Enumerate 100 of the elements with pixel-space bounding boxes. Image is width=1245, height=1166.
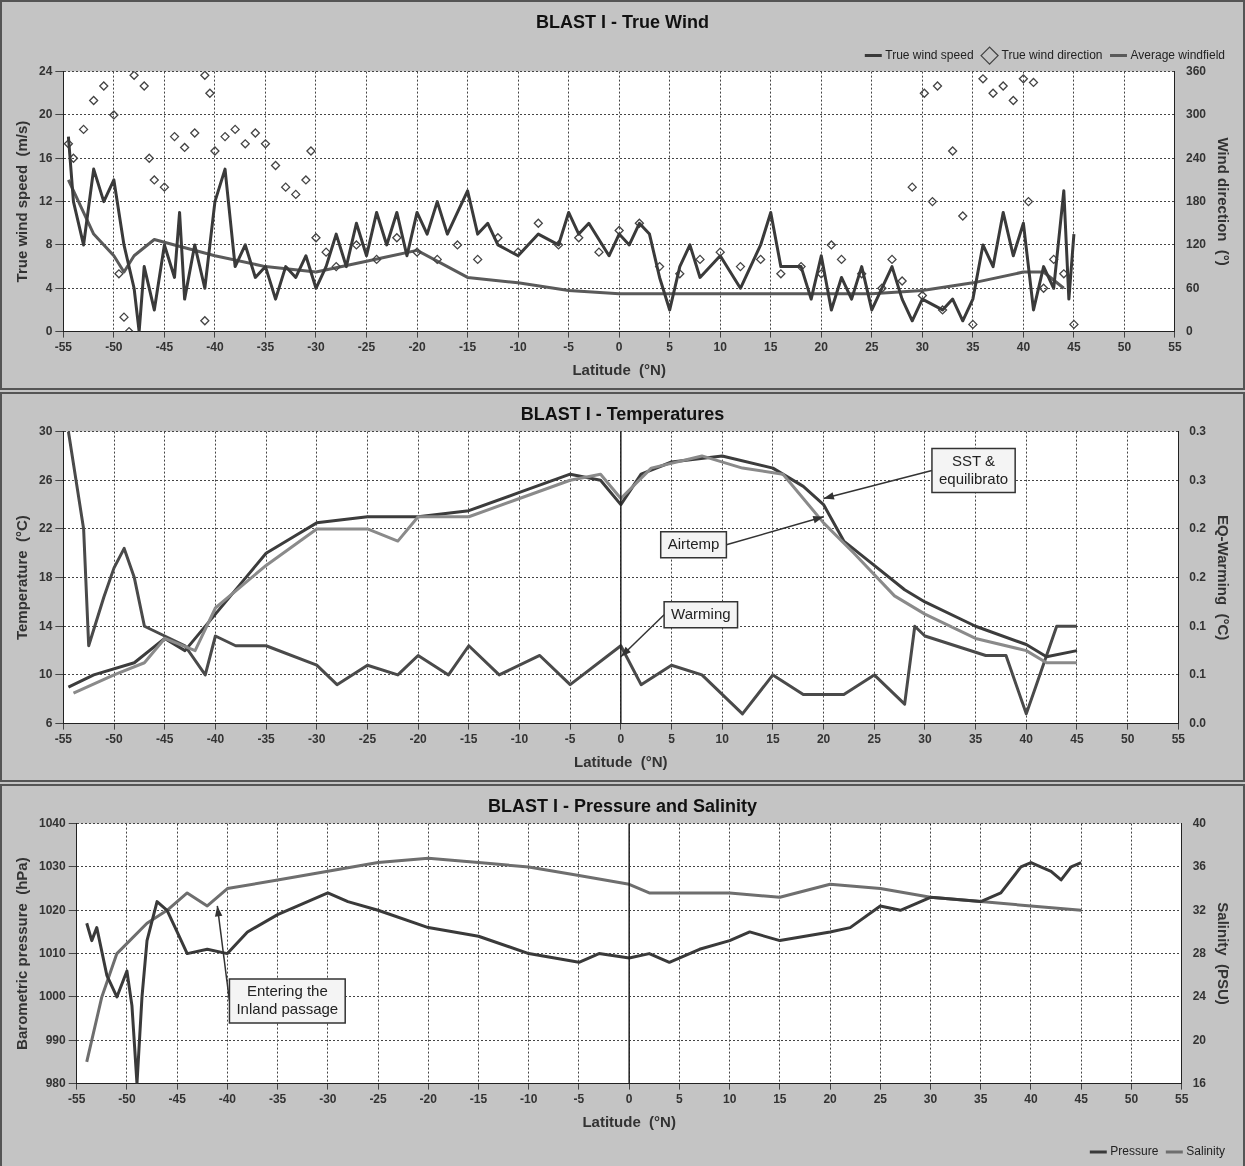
x-tick-label: 40 (1019, 732, 1034, 747)
x-tick-label: -45 (156, 732, 174, 747)
y-tick-label: 20 (38, 107, 53, 122)
y-tick-label: 26 (38, 472, 53, 487)
x-tick-label: -5 (564, 732, 576, 747)
y-tick-label: 4 (45, 280, 53, 295)
x-tick-label: 15 (766, 732, 780, 747)
y2-tick-label: 0.0 (1189, 715, 1207, 730)
x-tick-label: 35 (966, 340, 980, 355)
x-tick-label: 20 (814, 340, 829, 355)
x-tick-label: 40 (1024, 1092, 1038, 1107)
x-tick-label: -50 (105, 732, 124, 747)
x-tick-label: -15 (458, 340, 477, 355)
y-axis-title: True wind speed (m/s) (13, 120, 31, 283)
y2-tick-label: 36 (1192, 859, 1207, 874)
x-tick-label: -55 (54, 340, 73, 355)
x-tick-label: -15 (469, 1092, 488, 1107)
x-tick-label: 50 (1120, 732, 1135, 747)
x-axis-title: Latitude (°N) (582, 1113, 676, 1131)
legend-label: True wind direction (1001, 47, 1103, 62)
x-tick-label: 5 (666, 340, 674, 355)
x-tick-label: -15 (460, 732, 478, 747)
chart-title: BLAST I - Pressure and Salinity (487, 795, 758, 816)
y2-axis-title: Salinity (PSU) (1214, 902, 1232, 1005)
x-tick-label: 30 (915, 340, 930, 355)
x-tick-label: -35 (268, 1092, 287, 1107)
x-tick-label: 15 (773, 1092, 787, 1107)
y2-tick-label: 0.1 (1189, 618, 1207, 633)
x-tick-label: -10 (509, 340, 528, 355)
y-tick-label: 10 (38, 667, 53, 682)
x-tick-label: 50 (1124, 1092, 1139, 1107)
x-tick-label: 25 (873, 1092, 888, 1107)
x-tick-label: 5 (676, 1092, 684, 1107)
y-tick-label: 8 (45, 237, 53, 252)
y2-tick-label: 20 (1192, 1032, 1207, 1047)
y2-tick-label: 300 (1185, 107, 1207, 122)
y2-tick-label: 0.3 (1189, 472, 1207, 487)
x-tick-label: -25 (369, 1092, 388, 1107)
x-tick-label: 50 (1117, 340, 1132, 355)
x-tick-label: 55 (1168, 340, 1182, 355)
y2-axis-title: Wind direction (°) (1214, 137, 1232, 266)
legend-label: Average windfield (1130, 47, 1226, 62)
x-tick-label: -20 (409, 732, 428, 747)
chart-title: BLAST I - Temperatures (520, 403, 725, 424)
x-tick-label: 10 (722, 1092, 737, 1107)
y-tick-label: 14 (38, 618, 53, 633)
x-axis-title: Latitude (°N) (572, 361, 666, 379)
y-tick-label: 12 (38, 193, 53, 208)
x-tick-label: -30 (308, 732, 326, 747)
x-tick-label: -20 (408, 340, 427, 355)
x-tick-label: -45 (155, 340, 174, 355)
x-tick-label: -40 (206, 732, 225, 747)
x-tick-label: 45 (1070, 732, 1084, 747)
x-tick-label: 25 (865, 340, 879, 355)
x-tick-label: -55 (54, 732, 73, 747)
y2-tick-label: 0.2 (1189, 569, 1207, 584)
y-tick-label: 16 (38, 150, 53, 165)
x-tick-label: -40 (206, 340, 224, 355)
x-tick-label: 10 (715, 732, 730, 747)
x-tick-label: 40 (1016, 340, 1031, 355)
y2-tick-label: 60 (1185, 280, 1200, 295)
y2-tick-label: 40 (1192, 815, 1207, 830)
y-tick-label: 22 (38, 521, 53, 536)
x-tick-label: 45 (1074, 1092, 1089, 1107)
y-tick-label: 0 (45, 323, 53, 338)
x-tick-label: -35 (257, 732, 276, 747)
y-tick-label: 990 (45, 1032, 67, 1047)
y2-tick-label: 120 (1185, 237, 1207, 252)
legend-label: Pressure (1110, 1144, 1159, 1159)
x-tick-label: -10 (510, 732, 529, 747)
x-tick-label: -30 (319, 1092, 337, 1107)
y2-tick-label: 32 (1192, 902, 1207, 917)
y2-tick-label: 0.2 (1189, 521, 1207, 536)
legend-label: Salinity (1186, 1144, 1225, 1159)
x-axis-title: Latitude (°N) (574, 753, 668, 771)
y2-axis-title: EQ-Warming (°C) (1214, 514, 1232, 641)
x-tick-label: 0 (617, 732, 625, 747)
x-tick-label: 15 (764, 340, 778, 355)
x-tick-label: 45 (1067, 340, 1081, 355)
y2-tick-label: 0.1 (1189, 667, 1207, 682)
annotation: Entering the Inland passage (236, 982, 339, 1018)
y-tick-label: 1010 (38, 945, 67, 960)
x-tick-label: 0 (625, 1092, 633, 1107)
y2-tick-label: 240 (1185, 150, 1207, 165)
x-tick-label: -50 (118, 1092, 136, 1107)
x-tick-label: 35 (974, 1092, 988, 1107)
x-tick-label: 30 (923, 1092, 938, 1107)
x-tick-label: -55 (68, 1092, 86, 1107)
x-tick-label: 20 (823, 1092, 838, 1107)
chart-title: BLAST I - True Wind (536, 11, 709, 32)
y-axis-title: Temperature (°C) (13, 515, 31, 641)
x-tick-label: -25 (357, 340, 376, 355)
x-tick-label: 25 (867, 732, 882, 747)
y-tick-label: 24 (38, 63, 53, 78)
x-tick-label: 20 (816, 732, 831, 747)
annotation: SST & equilibrato (938, 451, 1009, 487)
x-tick-label: 0 (615, 340, 623, 355)
x-tick-label: -50 (105, 340, 123, 355)
x-tick-label: 10 (713, 340, 728, 355)
y-tick-label: 1030 (38, 859, 67, 874)
